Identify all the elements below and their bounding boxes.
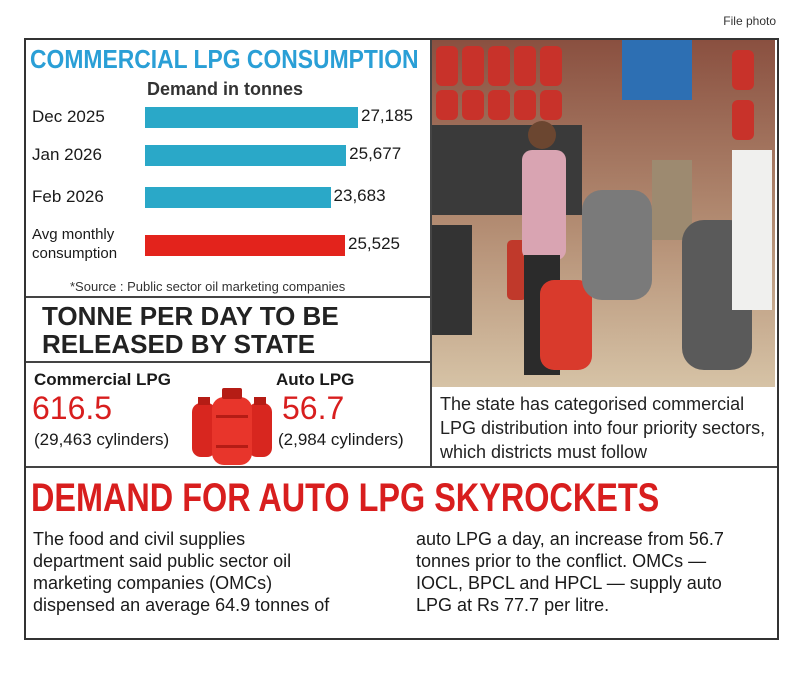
- bar: [145, 186, 331, 208]
- headline: DEMAND FOR AUTO LPG SKYROCKETS: [31, 476, 660, 520]
- category-label: Avg monthly consumption: [32, 226, 118, 262]
- divider: [26, 466, 777, 468]
- story-line: auto LPG a day, an increase from 56.7: [416, 529, 724, 549]
- photo-credit: File photo: [723, 14, 776, 28]
- source-note: *Source : Public sector oil marketing co…: [70, 279, 346, 294]
- item-note: (2,984 cylinders): [278, 430, 404, 449]
- photo-caption: The state has categorised commercial LPG…: [440, 394, 766, 462]
- item-note: (29,463 cylinders): [34, 430, 170, 449]
- category-label: Feb 2026: [32, 187, 104, 206]
- frame: [24, 38, 779, 640]
- divider: [430, 40, 432, 467]
- category-label: Jan 2026: [32, 145, 102, 164]
- story-column: The food and civil supplies department sa…: [33, 528, 329, 616]
- story-line: LPG at Rs 77.7 per litre.: [416, 595, 610, 615]
- chart-title: COMMERCIAL LPG CONSUMPTION: [30, 44, 419, 74]
- story-line: department said public sector oil: [33, 551, 292, 571]
- item-label: Commercial LPG: [34, 370, 171, 389]
- chart-subtitle: Demand in tonnes: [147, 79, 304, 99]
- value-label: 23,683: [333, 186, 386, 205]
- category-label: Dec 2025: [32, 107, 105, 126]
- item-value: 56.7: [282, 390, 345, 426]
- value-label: 25,677: [349, 144, 402, 163]
- divider: [26, 296, 430, 298]
- story-line: IOCL, BPCL and HPCL — supply auto: [416, 573, 722, 593]
- story-column: auto LPG a day, an increase from 56.7 ton…: [416, 528, 724, 616]
- item-value: 616.5: [32, 390, 113, 426]
- value-label: 27,185: [361, 106, 413, 125]
- bar: [145, 234, 345, 256]
- story-line: dispensed an average 64.9 tonnes of: [33, 595, 330, 615]
- story-line: marketing companies (OMCs): [33, 573, 273, 593]
- story-line: The food and civil supplies: [33, 529, 246, 549]
- divider: [26, 361, 430, 363]
- bar: [145, 106, 358, 128]
- bar-chart: Dec 2025 27,185 Jan 2026 25,677 Feb 2026 23,6…: [0, 0, 430, 296]
- photo: [432, 40, 775, 387]
- release-title: TONNE PER DAY TO BE RELEASED BY STATE: [42, 301, 339, 359]
- item-label: Auto LPG: [276, 370, 355, 389]
- story-line: tonnes prior to the conflict. OMCs —: [416, 551, 707, 571]
- value-label: 25,525: [347, 234, 400, 253]
- bar: [145, 144, 347, 166]
- cylinder-icon: [192, 388, 272, 465]
